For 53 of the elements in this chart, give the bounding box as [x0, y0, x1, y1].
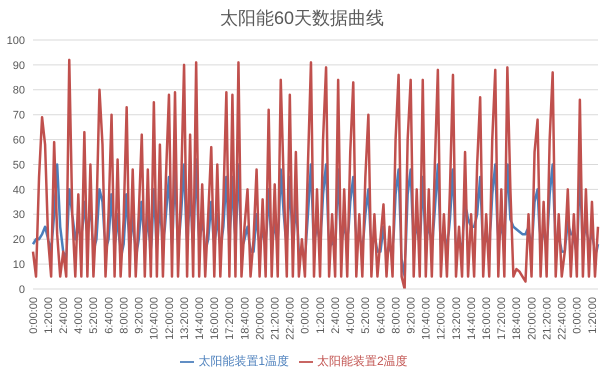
x-tick-label: 20:00:00 [526, 297, 538, 340]
y-tick-label: 30 [12, 209, 25, 222]
x-tick-label: 1:20:00 [314, 297, 327, 334]
x-tick-label: 6:40:00 [375, 297, 388, 334]
y-tick-label: 60 [12, 134, 25, 147]
x-tick-label: 16:00:00 [481, 297, 494, 340]
x-tick-label: 0:00:00 [300, 297, 312, 334]
x-tick-label: 21:20:00 [270, 297, 282, 340]
chart-title: 太阳能60天数据曲线 [218, 7, 386, 30]
legend-label: 太阳能装置2温度 [317, 354, 408, 368]
y-tick-label: 80 [12, 84, 25, 97]
x-tick-label: 2:40:00 [330, 297, 342, 334]
x-tick-label: 20:00:00 [254, 297, 266, 340]
y-tick-label: 70 [12, 110, 25, 122]
y-tick-label: 20 [12, 234, 25, 246]
x-tick-label: 9:20:00 [405, 297, 418, 334]
x-tick-label: 1:20:00 [42, 297, 55, 334]
x-tick-label: 5:20:00 [360, 297, 372, 334]
x-tick-label: 18:40:00 [239, 297, 252, 340]
x-tick-label: 8:00:00 [390, 297, 402, 334]
x-tick-label: 5:20:00 [88, 297, 100, 334]
x-tick-label: 13:20:00 [178, 297, 191, 340]
x-tick-label: 2:40:00 [58, 297, 70, 334]
line-series [32, 58, 600, 289]
x-tick-label: 17:20:00 [496, 297, 508, 340]
x-tick-label: 12:00:00 [164, 297, 176, 340]
y-tick-label: 90 [12, 60, 25, 72]
y-tick-label: 100 [6, 34, 25, 47]
x-tick-label: 0:00:00 [572, 297, 584, 334]
x-tick-label: 10:40:00 [148, 297, 161, 340]
x-tick-label: 8:00:00 [118, 297, 130, 334]
x-tick-label: 4:00:00 [73, 297, 86, 334]
x-tick-label: 9:20:00 [134, 297, 146, 334]
y-tick-label: 50 [12, 159, 25, 172]
x-tick-label: 17:20:00 [224, 297, 236, 340]
x-tick-label: 22:40:00 [284, 297, 297, 340]
x-tick-label: 0:00:00 [28, 297, 40, 334]
y-tick-label: 40 [12, 184, 25, 196]
x-tick-label: 14:40:00 [194, 297, 206, 340]
x-tick-label: 1:20:00 [586, 297, 599, 334]
x-tick-label: 12:00:00 [436, 297, 448, 340]
x-tick-label: 6:40:00 [103, 297, 116, 334]
x-tick-label: 4:00:00 [345, 297, 358, 334]
y-tick-label: 10 [12, 259, 25, 272]
x-tick-label: 10:40:00 [420, 297, 433, 340]
x-tick-label: 18:40:00 [511, 297, 524, 340]
x-tick-label: 21:20:00 [541, 297, 554, 340]
x-tick-label: 22:40:00 [556, 297, 569, 340]
legend-label: 太阳能装置1温度 [198, 354, 289, 368]
y-tick-label: 0 [18, 284, 25, 296]
x-tick-label: 13:20:00 [450, 297, 463, 340]
x-tick-label: 14:40:00 [466, 297, 478, 340]
x-tick-label: 16:00:00 [209, 297, 222, 340]
